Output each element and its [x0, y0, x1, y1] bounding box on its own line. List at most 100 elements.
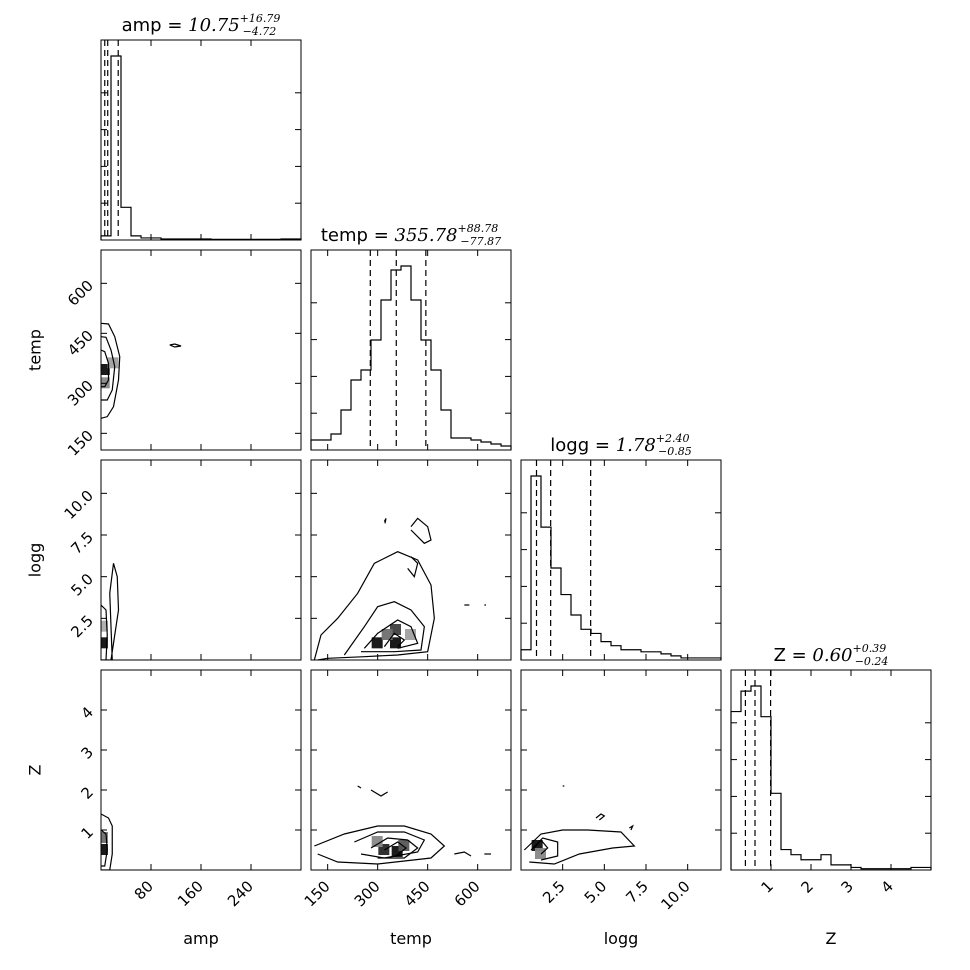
histogram-logg — [520, 475, 722, 660]
contour-line — [595, 813, 606, 821]
title-lower: −0.24 — [855, 655, 889, 668]
title-lower: −4.72 — [243, 25, 277, 38]
y-tick-label: 450 — [64, 327, 97, 360]
contour-line — [533, 839, 549, 855]
panel-bg — [311, 670, 511, 870]
y-tick-label: 300 — [64, 377, 97, 410]
title-text: temp = 355.78+88.78 −77.87 — [321, 222, 501, 248]
panel-title-temp: temp = 355.78+88.78 −77.87 — [321, 222, 501, 248]
x-axis-label-Z: Z — [826, 929, 837, 948]
contour-line — [383, 518, 387, 524]
title-lower: −77.87 — [460, 235, 501, 248]
y-axis-label-Z: Z — [26, 764, 45, 775]
panel-title-Z: Z = 0.60+0.39 −0.24 — [774, 642, 889, 668]
density-cell — [381, 629, 393, 640]
density-cell — [101, 637, 108, 649]
contour-line — [343, 601, 425, 656]
y-tick-label: 10.0 — [61, 487, 97, 523]
density-cell — [371, 637, 383, 649]
x-tick-label: 3 — [838, 877, 857, 896]
density-cell — [371, 836, 383, 847]
panel-bg — [101, 670, 301, 870]
x-tick-label: 2.5 — [539, 877, 569, 907]
panel-amp-vs-logg — [101, 460, 301, 660]
panel-amp-vs-Z — [101, 670, 301, 870]
title-value: 0.60 — [812, 645, 852, 666]
contour-line — [383, 632, 406, 648]
y-tick-label: 600 — [64, 277, 97, 310]
y-tick-label: 3 — [78, 743, 97, 762]
contour-line — [314, 825, 446, 865]
density-cell — [101, 620, 108, 632]
y-tick-label: 5.0 — [67, 570, 97, 600]
x-tick-label: 450 — [401, 877, 434, 910]
density-cell — [107, 357, 119, 369]
y-axis-label-temp: temp — [26, 329, 45, 371]
x-tick-label: 10.0 — [657, 877, 693, 913]
panel-frame-2-2 — [520, 459, 722, 661]
panel-logg-vs-Z — [521, 670, 721, 870]
x-tick-label: 600 — [451, 877, 484, 910]
contour-line — [101, 322, 121, 419]
density-cell — [390, 624, 401, 635]
x-axis-label-amp: amp — [183, 929, 219, 948]
histogram-temp — [310, 265, 512, 450]
density-cell — [535, 848, 546, 859]
panel-frame-2-1 — [310, 459, 512, 661]
contour-line — [523, 829, 636, 865]
x-tick-label: 80 — [131, 877, 157, 903]
panel-frame-1-1 — [310, 249, 512, 451]
y-tick-label: 7.5 — [67, 528, 97, 558]
contour-line — [313, 551, 435, 660]
density-cell — [398, 840, 410, 851]
panel-amp-vs-temp — [101, 250, 301, 450]
y-tick-label: 1 — [78, 823, 97, 842]
title-lower: −0.85 — [658, 445, 692, 458]
title-value: 355.78 — [395, 225, 458, 246]
y-axis-label-logg: logg — [26, 543, 45, 578]
contour-line — [169, 343, 182, 348]
contour-line — [101, 349, 110, 388]
density-cell — [101, 844, 108, 855]
y-tick-label: 2.5 — [67, 612, 97, 642]
title-upper: +0.39 — [853, 642, 887, 655]
x-axis-label-temp: temp — [390, 929, 432, 948]
x-tick-label: 2 — [798, 877, 817, 896]
x-tick-label: 300 — [351, 877, 384, 910]
y-tick-label: 4 — [78, 703, 97, 722]
title-text: amp = 10.75+16.79 −4.72 — [122, 12, 281, 38]
contour-line — [101, 829, 108, 867]
contour-line — [384, 841, 407, 857]
title-text: Z = 0.60+0.39 −0.24 — [774, 642, 889, 668]
contour-line — [629, 824, 634, 831]
panel-bg — [101, 250, 301, 450]
x-tick-label: 160 — [174, 877, 207, 910]
contour-line — [370, 837, 419, 859]
contour-line — [363, 619, 419, 649]
density-cell — [405, 629, 416, 640]
panel-bg — [101, 460, 301, 660]
contour-line — [407, 556, 419, 578]
density-cell — [101, 364, 110, 375]
contour-line — [101, 604, 108, 660]
x-tick-label: 4 — [878, 877, 897, 896]
panel-title-logg: logg = 1.78+2.40 −0.85 — [550, 432, 691, 458]
title-upper: +88.78 — [457, 222, 498, 235]
panel-frame-3-2 — [520, 669, 722, 871]
density-cell — [391, 846, 403, 857]
contour-line — [101, 563, 120, 660]
density-cell — [101, 832, 108, 843]
histogram-amp — [100, 55, 302, 240]
contour-line — [370, 789, 388, 797]
contour-line — [357, 785, 362, 789]
histogram-Z — [730, 685, 932, 870]
title-upper: +2.40 — [656, 432, 690, 445]
x-tick-label: 7.5 — [622, 877, 652, 907]
title-value: 10.75 — [188, 15, 240, 36]
x-tick-label: 240 — [224, 877, 257, 910]
x-axis-label-logg: logg — [604, 929, 639, 948]
contour-line — [101, 336, 116, 401]
contour-line — [101, 813, 113, 870]
title-value: 1.78 — [616, 435, 656, 456]
